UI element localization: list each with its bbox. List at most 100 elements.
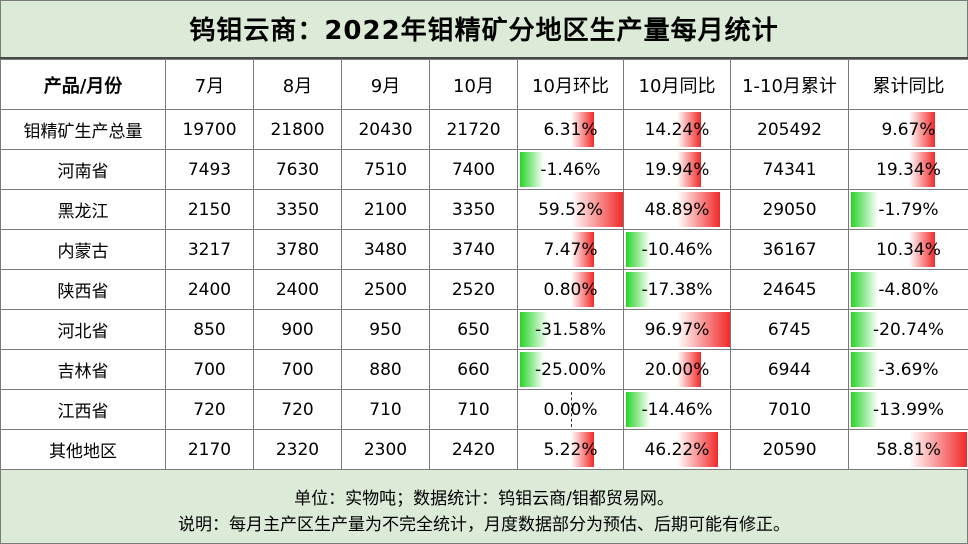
cum-yoy-cell-bar — [908, 232, 936, 267]
sep-cell: 2100 — [341, 189, 430, 230]
table-row: 黑龙江 2150 3350 2100 3350 59.52% 48.89% 29050 -1.7… — [0, 189, 968, 230]
yoy-cell-bar — [677, 312, 730, 347]
mom-cell: 59.52% — [517, 189, 624, 230]
jul-cell: 700 — [165, 349, 254, 390]
cum-yoy-cell-value: 10.34% — [876, 239, 941, 260]
jul-cell: 19700 — [165, 109, 254, 150]
aug-cell: 720 — [253, 389, 342, 430]
yoy-cell-bar — [677, 192, 721, 227]
mom-cell-bar — [570, 112, 595, 147]
mom-cell-value: -25.00% — [535, 359, 606, 380]
sep-cell: 20430 — [341, 109, 430, 150]
header-product-month: 产品/月份 — [0, 59, 166, 110]
jul-cell: 720 — [165, 389, 254, 430]
table-row: 内蒙古 3217 3780 3480 3740 7.47% -10.46% 36167 10.3… — [0, 229, 968, 270]
page-title: 钨钼云商：2022年钼精矿分地区生产量每月统计 — [0, 0, 968, 59]
disclaimer-note: 说明：每月主产区生产量为不完全统计，月度数据部分为预估、后期可能有修正。 — [178, 515, 790, 535]
cum-yoy-cell-value: -13.99% — [873, 399, 944, 420]
mom-cell-bar — [520, 152, 544, 187]
yoy-cell-value: -14.46% — [641, 399, 713, 420]
header-oct-yoy: 10月同比 — [623, 59, 731, 110]
jul-cell: 2170 — [165, 429, 254, 470]
cum-yoy-cell: -3.69% — [848, 349, 968, 390]
jul-cell: 3217 — [165, 229, 254, 270]
mom-cell-bar — [520, 352, 544, 387]
header-aug: 8月 — [253, 59, 342, 110]
yoy-cell-value: 96.97% — [644, 319, 710, 340]
cum-yoy-cell: -13.99% — [848, 389, 968, 430]
cum-yoy-cell-bar — [851, 392, 878, 427]
cum-yoy-cell-bar — [851, 352, 878, 387]
header-oct: 10月 — [429, 59, 518, 110]
cumulative-cell: 6745 — [730, 309, 849, 350]
cumulative-cell: 74341 — [730, 149, 849, 190]
yoy-cell-value: -17.38% — [641, 279, 713, 300]
yoy-cell: 19.94% — [623, 149, 731, 190]
region-cell: 吉林省 — [0, 349, 166, 390]
cum-yoy-cell-value: 9.67% — [881, 119, 936, 140]
oct-cell: 660 — [429, 349, 518, 390]
yoy-cell-value: 46.22% — [644, 439, 710, 460]
cum-yoy-cell-value: 19.34% — [876, 159, 941, 180]
mom-cell-bar — [570, 432, 595, 467]
yoy-cell-value: 14.24% — [644, 119, 710, 140]
cumulative-cell: 7010 — [730, 389, 849, 430]
cum-yoy-cell: 9.67% — [848, 109, 968, 150]
header-jul: 7月 — [165, 59, 254, 110]
jul-cell: 2400 — [165, 269, 254, 310]
yoy-cell-value: -10.46% — [641, 239, 713, 260]
region-cell: 河北省 — [0, 309, 166, 350]
cum-yoy-cell: -4.80% — [848, 269, 968, 310]
mom-cell: 5.22% — [517, 429, 624, 470]
oct-cell: 710 — [429, 389, 518, 430]
mom-cell-value: 0.00% — [543, 399, 598, 420]
mom-cell: -1.46% — [517, 149, 624, 190]
sep-cell: 3480 — [341, 229, 430, 270]
table-row: 河南省 7493 7630 7510 7400 -1.46% 19.94% 74341 19.3… — [0, 149, 968, 190]
yoy-cell: -10.46% — [623, 229, 731, 270]
sep-cell: 7510 — [341, 149, 430, 190]
mom-cell-value: -31.58% — [535, 319, 606, 340]
aug-cell: 3350 — [253, 189, 342, 230]
unit-note: 单位：实物吨；数据统计：钨钼云商/钼都贸易网。 — [294, 489, 674, 509]
region-cell: 内蒙古 — [0, 229, 166, 270]
mom-cell: -25.00% — [517, 349, 624, 390]
table-row: 吉林省 700 700 880 660 -25.00% 20.00% 6944 -3.69% — [0, 349, 968, 390]
yoy-cell-bar — [677, 432, 718, 467]
mom-cell-bar — [570, 272, 595, 307]
oct-cell: 21720 — [429, 109, 518, 150]
yoy-cell-bar — [626, 272, 650, 307]
cum-yoy-cell: 58.81% — [848, 429, 968, 470]
sep-cell: 880 — [341, 349, 430, 390]
mom-cell-value: 59.52% — [538, 199, 603, 220]
mom-cell-axis — [570, 392, 572, 427]
yoy-cell-bar — [626, 232, 650, 267]
yoy-cell: 46.22% — [623, 429, 731, 470]
region-cell: 钼精矿生产总量 — [0, 109, 166, 150]
table-row: 江西省 720 720 710 710 0.00% -14.46% 7010 -13.99% — [0, 389, 968, 430]
cum-yoy-cell-bar — [908, 152, 936, 187]
yoy-cell: -14.46% — [623, 389, 731, 430]
oct-cell: 2520 — [429, 269, 518, 310]
cum-yoy-cell-value: 58.81% — [876, 439, 941, 460]
mom-cell: 7.47% — [517, 229, 624, 270]
aug-cell: 3780 — [253, 229, 342, 270]
cumulative-cell: 6944 — [730, 349, 849, 390]
cum-yoy-cell-bar — [908, 112, 936, 147]
cum-yoy-cell: 19.34% — [848, 149, 968, 190]
yoy-cell-bar — [677, 352, 701, 387]
mom-cell: 0.80% — [517, 269, 624, 310]
yoy-cell: 96.97% — [623, 309, 731, 350]
region-cell: 河南省 — [0, 149, 166, 190]
header-row: 产品/月份 7月 8月 9月 10月 10月环比 10月同比 1-10月累计 累… — [0, 59, 968, 110]
cum-yoy-cell-value: -4.80% — [878, 279, 939, 300]
footer-notes: 单位：实物吨；数据统计：钨钼云商/钼都贸易网。 说明：每月主产区生产量为不完全统… — [0, 481, 968, 544]
cumulative-cell: 36167 — [730, 229, 849, 270]
oct-cell: 3350 — [429, 189, 518, 230]
cum-yoy-cell-bar — [908, 432, 967, 467]
cum-yoy-cell-bar — [851, 312, 878, 347]
aug-cell: 2400 — [253, 269, 342, 310]
mom-cell-value: 5.22% — [543, 439, 598, 460]
jul-cell: 7493 — [165, 149, 254, 190]
cumulative-cell: 29050 — [730, 189, 849, 230]
